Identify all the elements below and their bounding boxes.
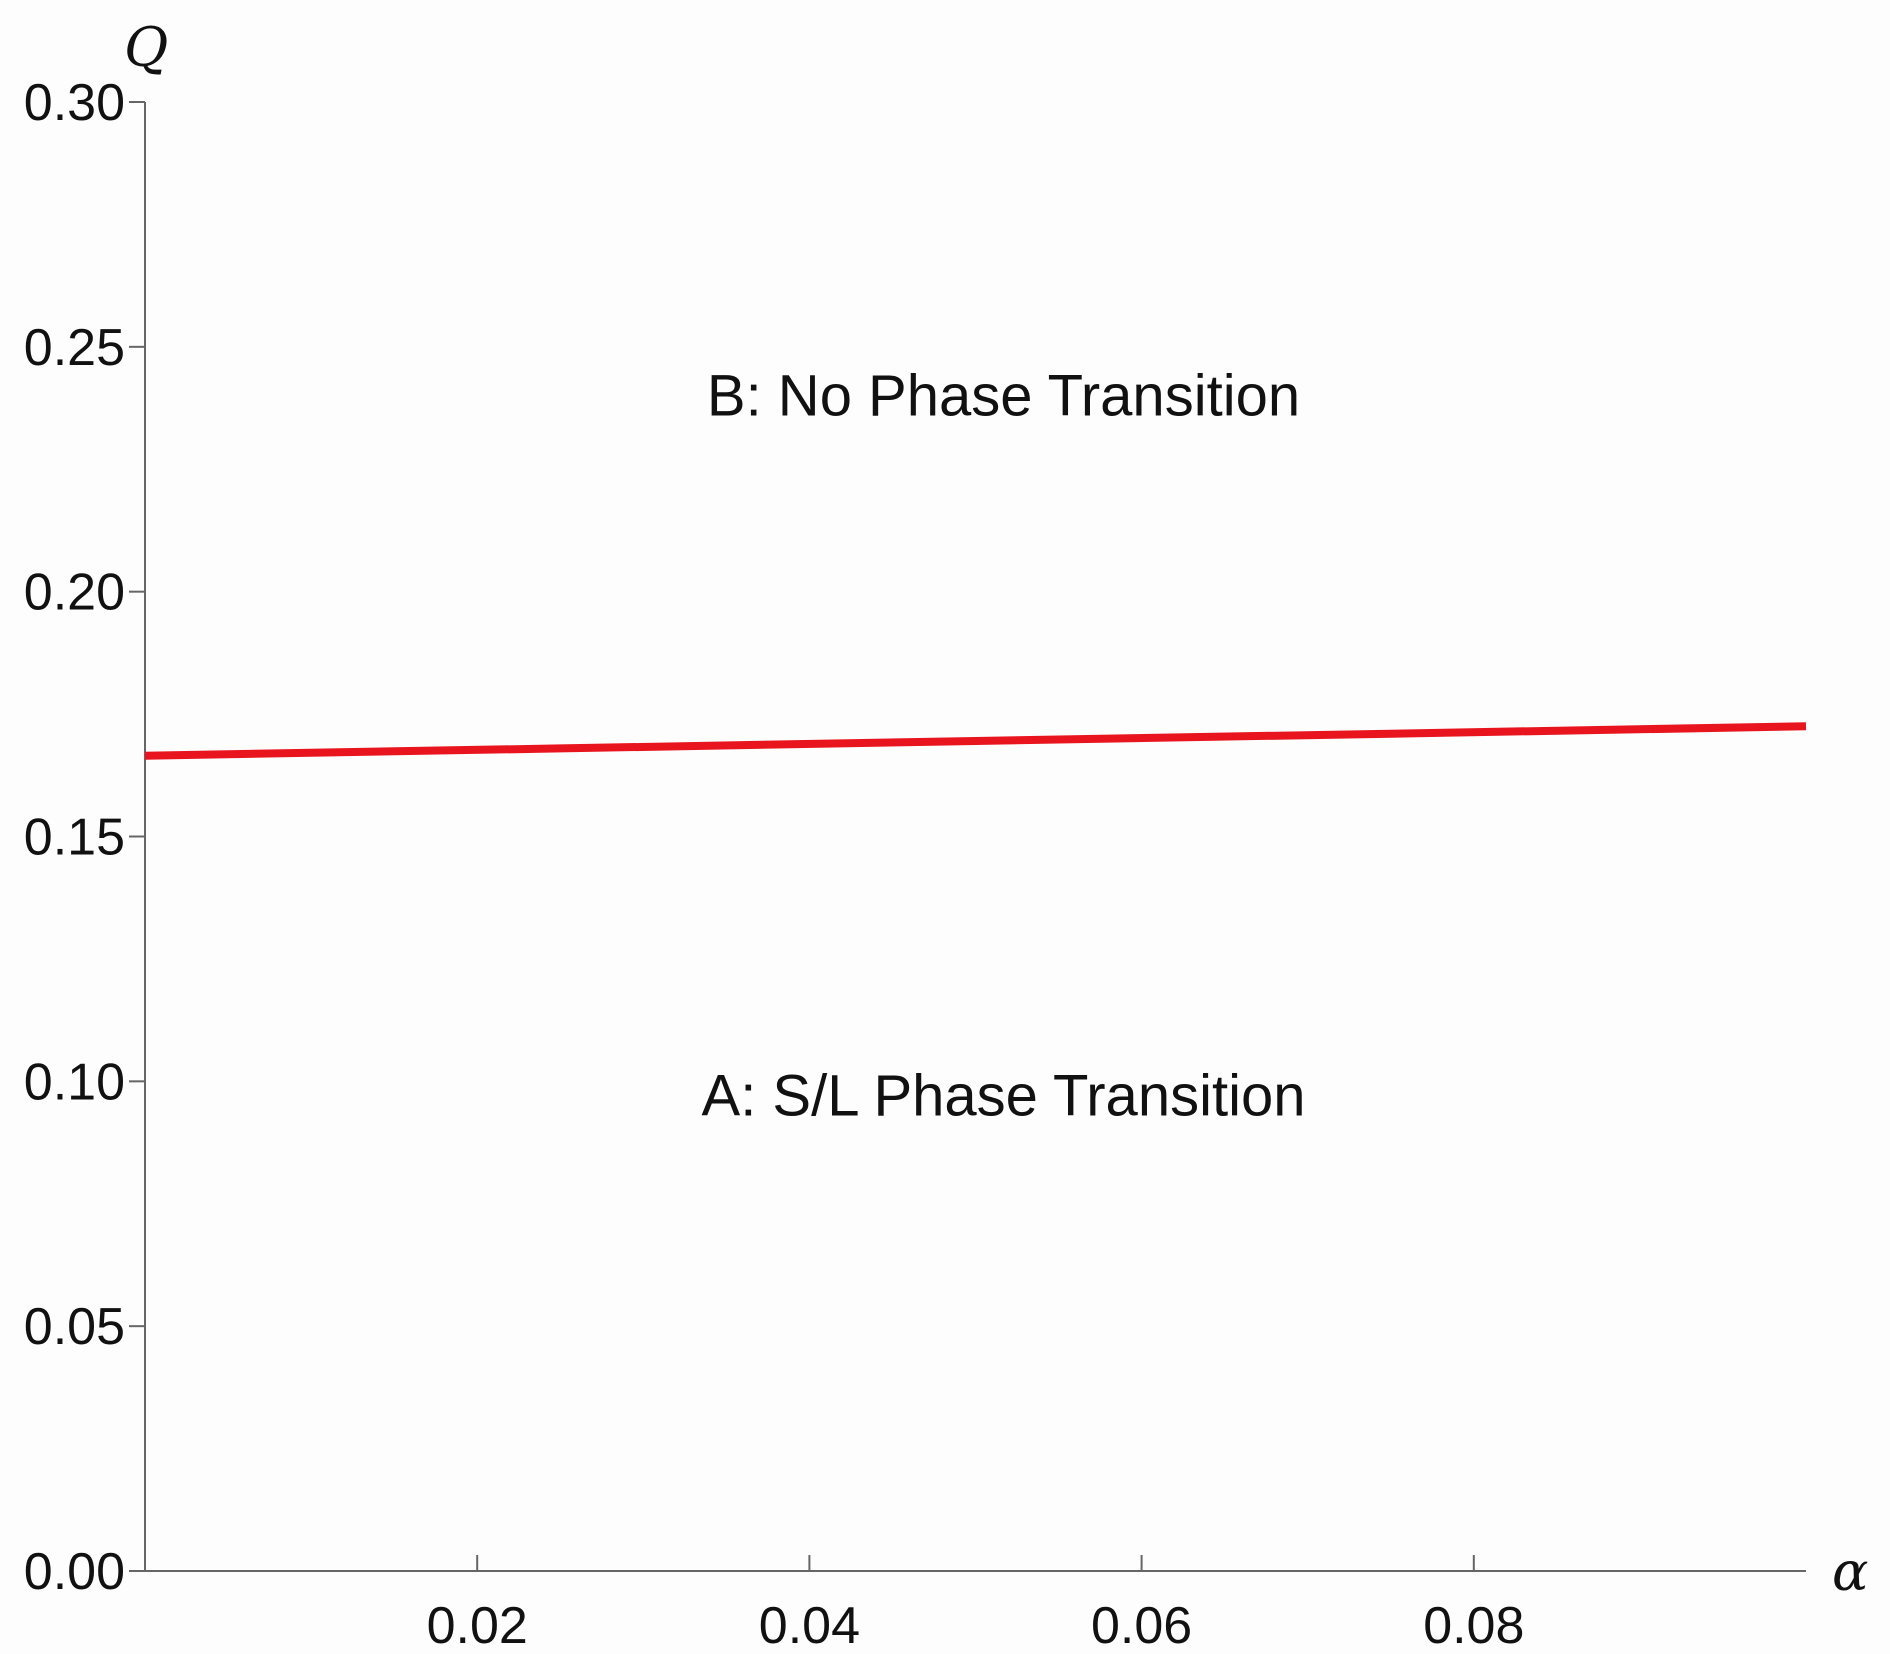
series-group (144, 722, 1807, 760)
axes (144, 102, 1806, 1572)
y-tick-label: 0.05 (24, 1298, 125, 1356)
region-label: A: S/L Phase Transition (702, 1064, 1306, 1129)
y-tick-label: 0.00 (24, 1543, 125, 1601)
y-tick-label: 0.25 (24, 319, 125, 377)
x-tick-label: 0.08 (1423, 1597, 1524, 1654)
phase-boundary-line (144, 722, 1807, 760)
x-tick-label: 0.06 (1091, 1597, 1192, 1654)
x-ticks: 0.02 0.04 0.06 0.08 (427, 1555, 1524, 1654)
y-tick-label: 0.20 (24, 564, 125, 622)
x-tick-label: 0.04 (759, 1597, 860, 1654)
y-tick-label: 0.15 (24, 809, 125, 867)
y-ticks: 0.00 0.05 0.10 0.15 0.20 0.25 0.30 (24, 74, 145, 1601)
y-axis-label: Q (124, 16, 168, 79)
region-label: B: No Phase Transition (707, 363, 1300, 428)
x-tick-label: 0.02 (427, 1597, 528, 1654)
annotations: B: No Phase Transition A: S/L Phase Trans… (702, 363, 1306, 1128)
y-tick-label: 0.30 (24, 74, 125, 132)
y-tick-label: 0.10 (24, 1053, 125, 1111)
x-axis-label: α (1832, 1540, 1868, 1603)
